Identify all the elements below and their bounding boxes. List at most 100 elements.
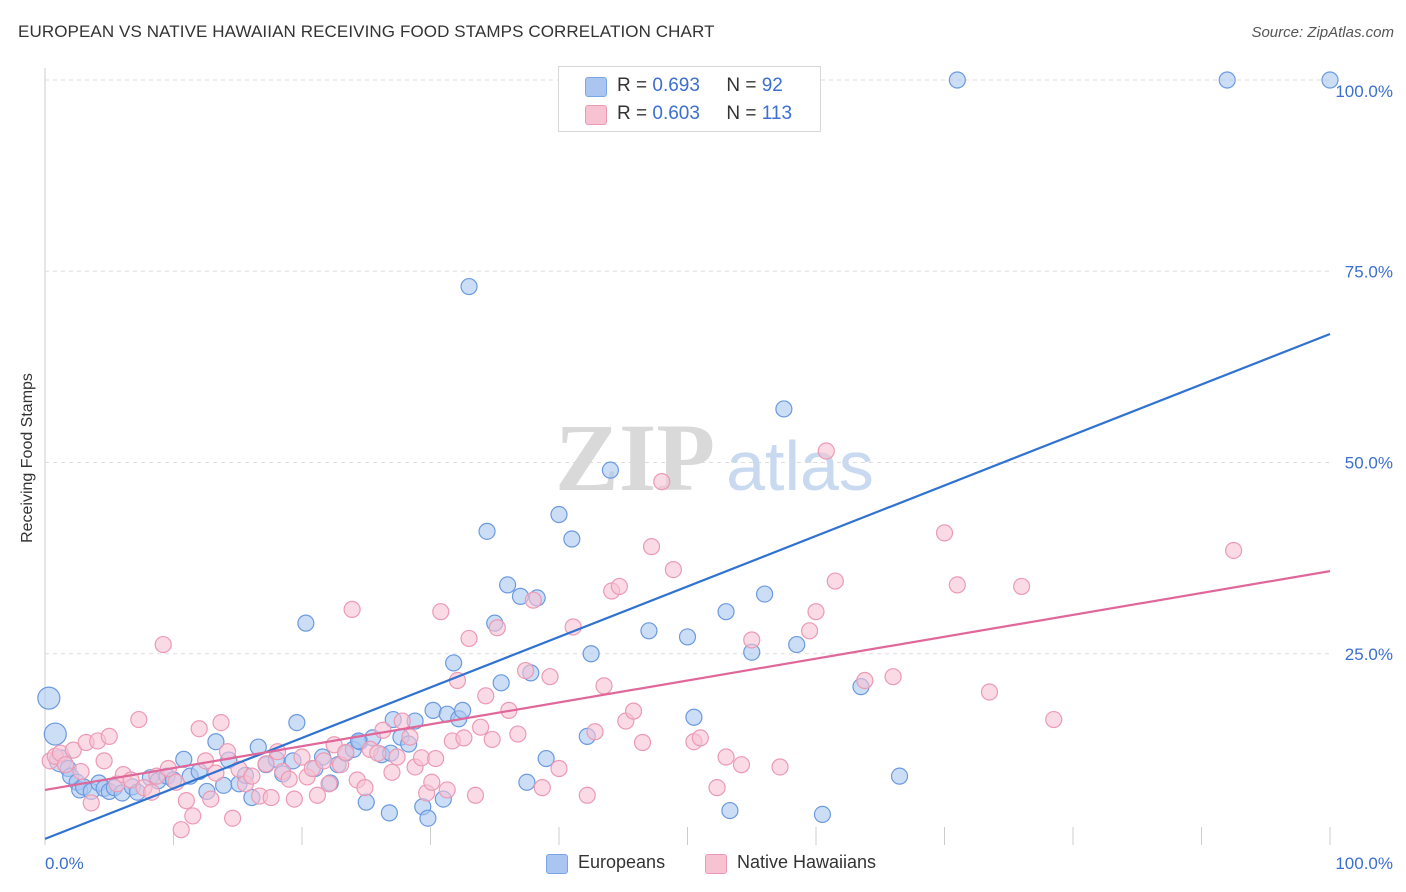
point-native-hawaiians — [172, 821, 190, 839]
bottom-swatch-pink — [705, 854, 727, 874]
point-native-hawaiians — [293, 748, 311, 766]
point-europeans — [563, 530, 581, 548]
point-europeans — [550, 505, 568, 524]
point-native-hawaiians — [184, 807, 202, 825]
point-europeans — [419, 809, 437, 827]
point-native-hawaiians — [95, 752, 113, 770]
point-native-hawaiians — [212, 713, 230, 732]
point-europeans — [492, 674, 510, 692]
legend-text-europeans: R = 0.693 N = 92 — [617, 75, 783, 97]
point-europeans — [890, 767, 909, 785]
point-native-hawaiians — [771, 758, 789, 776]
point-native-hawaiians — [653, 473, 671, 491]
watermark-zip: ZIP — [555, 404, 715, 511]
point-native-hawaiians — [717, 748, 735, 766]
point-native-hawaiians — [257, 755, 275, 773]
point-native-hawaiians — [1012, 577, 1031, 596]
point-native-hawaiians — [509, 725, 527, 743]
point-europeans — [788, 635, 806, 654]
point-europeans — [478, 522, 496, 540]
point-europeans — [43, 722, 67, 746]
x-tick-label: 100.0% — [1335, 854, 1393, 873]
point-native-hawaiians — [466, 786, 485, 804]
point-native-hawaiians — [401, 728, 419, 746]
point-native-hawaiians — [432, 603, 450, 621]
x-tick-label: 0.0% — [45, 854, 84, 873]
r-value: 0.693 — [652, 75, 700, 96]
point-native-hawaiians — [477, 687, 495, 705]
point-native-hawaiians — [388, 748, 406, 766]
point-native-hawaiians — [472, 718, 490, 736]
point-europeans — [454, 701, 472, 719]
point-native-hawaiians — [483, 730, 501, 749]
point-europeans — [499, 576, 517, 594]
point-europeans — [424, 701, 442, 719]
point-native-hawaiians — [393, 712, 411, 730]
point-native-hawaiians — [320, 775, 338, 793]
point-europeans — [445, 654, 463, 672]
y-tick-label: 75.0% — [1345, 262, 1393, 281]
r-label: R = — [617, 75, 648, 96]
point-europeans — [775, 400, 793, 418]
r-label: R = — [617, 103, 648, 124]
point-native-hawaiians — [624, 702, 643, 720]
point-native-hawaiians — [1225, 541, 1243, 560]
n-value: 92 — [761, 75, 783, 96]
point-europeans — [1321, 71, 1339, 89]
point-native-hawaiians — [980, 683, 999, 701]
n-label: N = — [726, 75, 757, 96]
point-native-hawaiians — [691, 729, 709, 747]
point-native-hawaiians — [383, 763, 401, 781]
source-note: Source: ZipAtlas.com — [1251, 24, 1394, 41]
point-native-hawaiians — [541, 668, 559, 686]
point-native-hawaiians — [807, 603, 825, 621]
trendline-europeans — [44, 332, 1331, 840]
point-europeans — [582, 645, 600, 663]
point-native-hawaiians — [154, 635, 172, 654]
point-europeans — [678, 628, 697, 646]
point-europeans — [37, 686, 61, 710]
point-native-hawaiians — [280, 770, 298, 788]
point-europeans — [537, 749, 555, 768]
point-native-hawaiians — [455, 729, 473, 747]
point-native-hawaiians — [177, 792, 195, 810]
point-europeans — [640, 622, 658, 640]
point-native-hawaiians — [550, 759, 568, 778]
point-europeans — [518, 773, 536, 791]
tick-labels: 25.0% 50.0% 75.0% 100.0% 0.0% 100.0% — [45, 82, 1393, 873]
n-label: N = — [726, 103, 757, 124]
point-europeans — [1218, 71, 1236, 89]
point-native-hawaiians — [856, 671, 874, 690]
point-europeans — [717, 603, 735, 621]
point-native-hawaiians — [524, 591, 542, 609]
point-native-hawaiians — [817, 442, 835, 460]
point-native-hawaiians — [533, 779, 551, 797]
point-europeans — [685, 708, 703, 726]
point-native-hawaiians — [72, 762, 90, 781]
point-europeans — [297, 614, 315, 632]
point-native-hawaiians — [935, 524, 954, 542]
trendline-native-hawaiians — [44, 570, 1331, 792]
trend-lines — [44, 332, 1331, 840]
point-native-hawaiians — [369, 744, 387, 762]
point-native-hawaiians — [800, 622, 819, 640]
legend-swatch-blue — [585, 77, 607, 97]
bottom-label-native-hawaiians: Native Hawaiians — [737, 852, 877, 872]
point-native-hawaiians — [578, 786, 596, 804]
point-native-hawaiians — [56, 756, 75, 774]
point-native-hawaiians — [315, 752, 333, 770]
watermark-atlas: atlas — [726, 427, 874, 505]
point-native-hawaiians — [243, 767, 261, 785]
legend-text-native-hawaiians: R = 0.603 N = 113 — [617, 103, 792, 125]
point-native-hawaiians — [743, 631, 761, 649]
point-native-hawaiians — [202, 790, 220, 808]
point-native-hawaiians — [708, 779, 726, 797]
point-native-hawaiians — [224, 809, 242, 827]
point-native-hawaiians — [732, 756, 751, 774]
point-europeans — [460, 277, 478, 296]
point-native-hawaiians — [337, 743, 355, 762]
point-native-hawaiians — [308, 786, 327, 804]
data-points — [37, 71, 1339, 839]
chart-title: EUROPEAN VS NATIVE HAWAIIAN RECEIVING FO… — [18, 22, 715, 41]
